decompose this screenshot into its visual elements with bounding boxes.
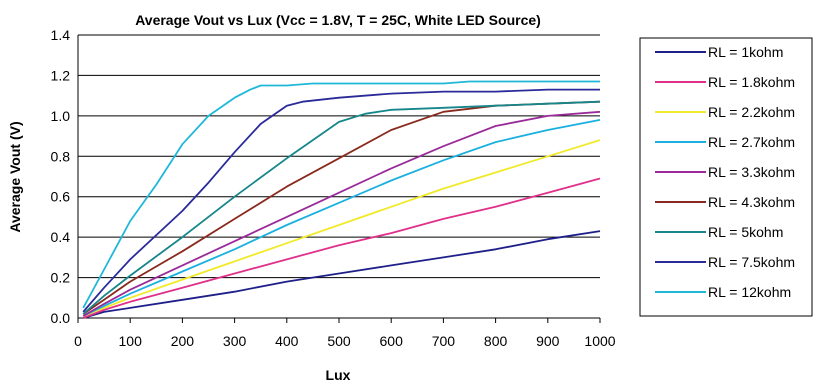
legend-label: RL = 1.8kohm bbox=[708, 74, 795, 90]
legend-label: RL = 12kohm bbox=[708, 284, 791, 300]
y-axis-title: Average Vout (V) bbox=[7, 121, 23, 232]
legend-label: RL = 1kohm bbox=[708, 44, 783, 60]
series-line-3 bbox=[82, 139, 601, 317]
series-line-9 bbox=[82, 80, 600, 309]
x-tick-label: 1000 bbox=[584, 333, 615, 349]
series-line-2 bbox=[82, 177, 601, 319]
legend-label: RL = 2.7kohm bbox=[708, 134, 795, 150]
series-line-6 bbox=[82, 100, 601, 315]
y-tick-label: 0.0 bbox=[51, 310, 71, 326]
x-tick-label: 400 bbox=[275, 333, 299, 349]
chart-title: Average Vout vs Lux (Vcc = 1.8V, T = 25C… bbox=[135, 12, 541, 28]
legend-label: RL = 5kohm bbox=[708, 224, 783, 240]
legend-label: RL = 7.5kohm bbox=[708, 254, 795, 270]
series-line-7 bbox=[82, 100, 601, 315]
x-tick-label: 600 bbox=[380, 333, 404, 349]
legend-label: RL = 4.3kohm bbox=[708, 194, 795, 210]
y-tick-label: 0.2 bbox=[51, 270, 71, 286]
y-tick-label: 0.6 bbox=[51, 189, 71, 205]
x-tick-label: 800 bbox=[484, 333, 508, 349]
x-tick-label: 900 bbox=[536, 333, 560, 349]
y-tick-label: 1.0 bbox=[51, 108, 71, 124]
series-line-5 bbox=[82, 110, 601, 317]
x-tick-label: 200 bbox=[171, 333, 195, 349]
x-tick-label: 0 bbox=[74, 333, 82, 349]
x-axis-title: Lux bbox=[326, 367, 351, 383]
x-tick-label: 500 bbox=[327, 333, 351, 349]
x-tick-label: 300 bbox=[223, 333, 247, 349]
y-tick-label: 1.4 bbox=[51, 27, 71, 43]
legend-label: RL = 3.3kohm bbox=[708, 164, 795, 180]
legend: RL = 1kohm RL = 1.8kohm RL = 2.2kohm RL = 2… bbox=[639, 37, 813, 317]
y-tick-label: 1.2 bbox=[51, 67, 71, 83]
x-tick-label: 700 bbox=[432, 333, 456, 349]
series-line-1 bbox=[82, 230, 601, 319]
x-tick-label: 100 bbox=[119, 333, 143, 349]
plot-area: 0.0 0.2 0.4 0.6 0.8 1.0 1.2 1.4 0 100 200 300 400 500… bbox=[51, 27, 616, 349]
y-tick-label: 0.4 bbox=[51, 229, 71, 245]
legend-box bbox=[639, 37, 813, 317]
legend-label: RL = 2.2kohm bbox=[708, 104, 795, 120]
series-line-4 bbox=[82, 119, 601, 317]
series-line-8 bbox=[82, 88, 600, 313]
y-tick-label: 0.8 bbox=[51, 148, 71, 164]
